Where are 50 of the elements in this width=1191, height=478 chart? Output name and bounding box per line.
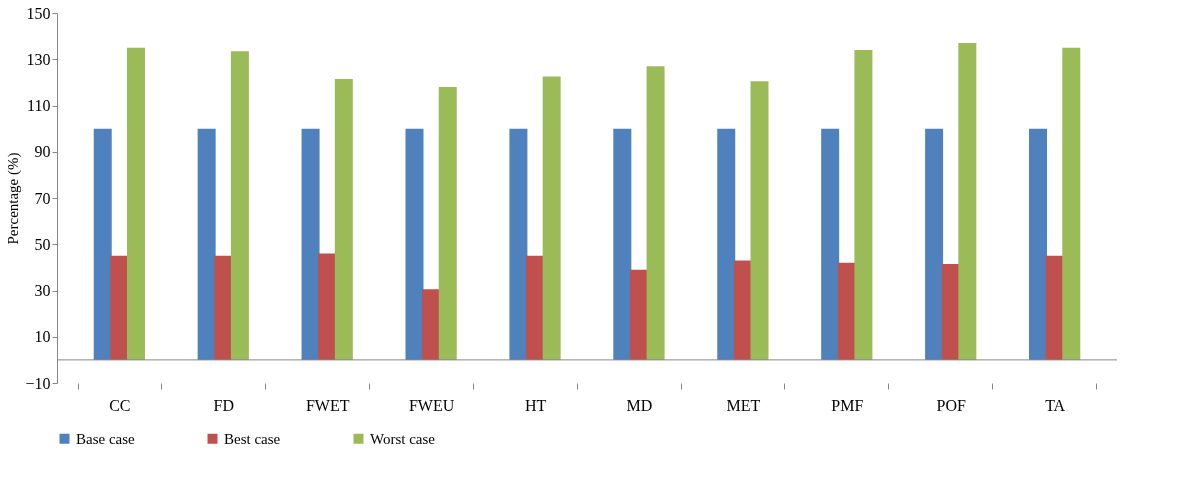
y-tick-label: 30 [34, 282, 51, 299]
x-tick-label: FD [213, 396, 234, 414]
x-tick-label: CC [109, 396, 131, 414]
bar [1029, 128, 1048, 360]
x-tick-label: TA [1045, 396, 1066, 414]
y-tick-label: −10 [25, 374, 51, 392]
bar [717, 128, 736, 360]
legend-label: Worst case [370, 430, 436, 447]
bar [405, 128, 424, 360]
y-tick-label: 10 [34, 328, 51, 346]
y-tick-label: 70 [34, 189, 51, 207]
y-tick-label: 130 [26, 50, 51, 68]
bar [821, 128, 840, 360]
x-tick-label: FWET [305, 396, 350, 414]
bar [854, 50, 873, 360]
bar [126, 47, 145, 360]
x-tick-label: MET [726, 396, 761, 414]
x-tick-label: PMF [831, 396, 864, 414]
bar [526, 255, 545, 360]
bar [318, 253, 337, 360]
bar [750, 81, 769, 360]
x-tick-label: FWEU [408, 396, 455, 414]
bar [334, 78, 353, 360]
legend-label: Base case [76, 430, 136, 447]
bar [110, 255, 129, 360]
y-tick-label: 50 [34, 235, 51, 253]
y-tick-label: 150 [26, 4, 51, 22]
bar [230, 51, 249, 360]
y-tick-label: 90 [34, 143, 51, 161]
bar [613, 128, 632, 360]
bar [422, 289, 441, 360]
y-axis-title: Percentage (%) [5, 152, 23, 245]
x-tick-label: POF [936, 396, 966, 414]
bar [301, 128, 320, 360]
x-tick-label: HT [524, 396, 547, 414]
bar [629, 269, 648, 360]
bar [1062, 47, 1081, 360]
bar [509, 128, 528, 360]
bar [93, 128, 112, 360]
bar [925, 128, 944, 360]
bar [958, 43, 977, 360]
bar [733, 260, 752, 360]
legend-label: Best case [224, 430, 281, 447]
bar [214, 255, 233, 360]
bar [197, 128, 216, 360]
x-tick-label: MD [626, 396, 653, 414]
bar [646, 66, 665, 360]
bar [438, 87, 457, 360]
y-tick-label: 110 [27, 97, 51, 114]
bar [542, 76, 561, 360]
